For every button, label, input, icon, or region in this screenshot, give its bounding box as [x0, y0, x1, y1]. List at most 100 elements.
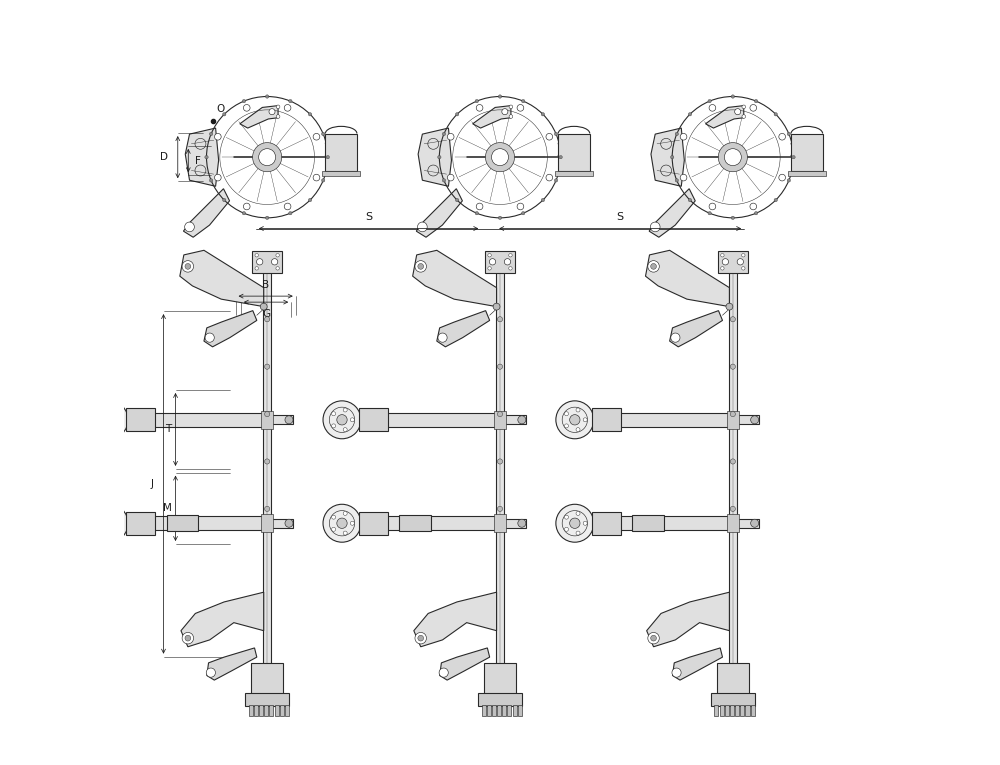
Bar	[494, 411, 506, 429]
Circle shape	[447, 174, 454, 181]
Circle shape	[332, 515, 336, 519]
Circle shape	[751, 519, 759, 527]
Circle shape	[730, 412, 735, 417]
Bar	[135, 413, 267, 427]
Circle shape	[110, 531, 114, 535]
Circle shape	[648, 633, 659, 644]
Circle shape	[737, 259, 743, 265]
Circle shape	[721, 267, 724, 270]
Circle shape	[541, 112, 545, 116]
Bar	[518, 705, 522, 716]
Circle shape	[497, 459, 503, 464]
Circle shape	[276, 253, 279, 257]
Circle shape	[779, 174, 785, 181]
Circle shape	[541, 198, 545, 202]
Circle shape	[104, 518, 114, 529]
Circle shape	[546, 133, 553, 140]
Bar	[601, 413, 733, 427]
Bar	[484, 662, 516, 695]
Bar	[733, 519, 759, 528]
Circle shape	[564, 527, 568, 532]
Circle shape	[332, 424, 336, 428]
Circle shape	[321, 132, 325, 135]
Circle shape	[688, 112, 692, 116]
Polygon shape	[240, 106, 278, 128]
Circle shape	[285, 519, 293, 527]
Circle shape	[313, 174, 320, 181]
Bar	[729, 265, 737, 695]
Circle shape	[343, 531, 347, 535]
Circle shape	[509, 267, 512, 270]
Polygon shape	[416, 189, 462, 237]
Bar	[126, 512, 155, 535]
Circle shape	[670, 155, 674, 159]
Circle shape	[509, 253, 512, 257]
Text: D: D	[160, 152, 168, 162]
Polygon shape	[418, 128, 451, 187]
Circle shape	[110, 428, 114, 431]
Circle shape	[735, 109, 741, 115]
Circle shape	[205, 155, 208, 159]
Circle shape	[418, 222, 427, 232]
Circle shape	[554, 132, 558, 135]
Circle shape	[455, 198, 459, 202]
Circle shape	[276, 267, 279, 270]
Bar	[555, 171, 593, 176]
Bar	[632, 515, 664, 531]
Bar	[494, 514, 506, 532]
Circle shape	[488, 253, 491, 257]
Bar	[727, 514, 739, 532]
Bar	[254, 705, 258, 716]
Circle shape	[90, 504, 128, 542]
Circle shape	[489, 259, 496, 265]
Bar	[485, 251, 515, 272]
Circle shape	[285, 416, 293, 424]
Circle shape	[517, 203, 524, 210]
Bar	[269, 705, 273, 716]
Circle shape	[651, 263, 656, 269]
Polygon shape	[647, 592, 729, 646]
Circle shape	[672, 668, 681, 677]
Circle shape	[583, 418, 587, 422]
Bar	[751, 705, 755, 716]
Circle shape	[517, 105, 524, 111]
Text: O: O	[217, 104, 225, 114]
Bar	[261, 514, 273, 532]
Circle shape	[337, 415, 347, 425]
Circle shape	[418, 263, 424, 269]
Polygon shape	[183, 189, 230, 237]
Bar	[601, 516, 733, 530]
Circle shape	[576, 408, 580, 412]
Circle shape	[718, 142, 747, 171]
Circle shape	[497, 506, 503, 512]
Bar	[717, 662, 749, 695]
Bar	[252, 251, 282, 272]
Circle shape	[476, 105, 483, 111]
Circle shape	[730, 459, 735, 464]
Circle shape	[223, 198, 226, 202]
Circle shape	[284, 203, 291, 210]
Circle shape	[570, 518, 580, 529]
Circle shape	[774, 198, 777, 202]
Circle shape	[709, 105, 716, 111]
Circle shape	[564, 412, 568, 415]
Circle shape	[576, 511, 580, 516]
Circle shape	[583, 521, 587, 526]
Circle shape	[485, 142, 515, 171]
Circle shape	[779, 133, 785, 140]
Polygon shape	[706, 106, 744, 128]
Circle shape	[509, 115, 513, 119]
Bar	[368, 413, 500, 427]
Circle shape	[675, 179, 679, 182]
Bar	[167, 515, 198, 531]
Circle shape	[742, 115, 746, 119]
Circle shape	[209, 132, 213, 135]
Text: M: M	[163, 503, 172, 513]
Circle shape	[675, 132, 679, 135]
Circle shape	[289, 99, 292, 103]
Bar	[740, 705, 744, 716]
Circle shape	[117, 418, 121, 422]
Circle shape	[265, 216, 269, 220]
Text: S: S	[365, 212, 372, 222]
Circle shape	[442, 132, 446, 135]
